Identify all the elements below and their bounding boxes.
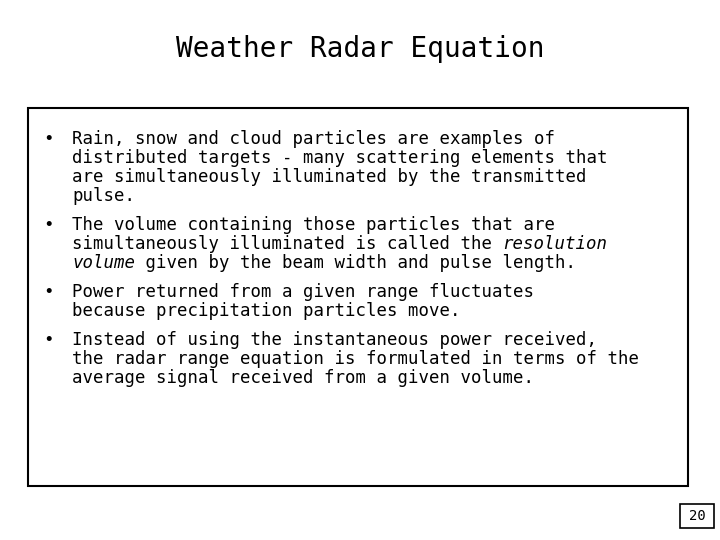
Text: Instead of using the instantaneous power received,: Instead of using the instantaneous power… (72, 331, 597, 349)
Text: given by the beam width and pulse length.: given by the beam width and pulse length… (135, 254, 576, 272)
Text: 20: 20 (688, 509, 706, 523)
Text: Rain, snow and cloud particles are examples of: Rain, snow and cloud particles are examp… (72, 130, 555, 148)
Text: distributed targets - many scattering elements that: distributed targets - many scattering el… (72, 149, 608, 167)
Text: are simultaneously illuminated by the transmitted: are simultaneously illuminated by the tr… (72, 168, 587, 186)
Text: The volume containing those particles that are: The volume containing those particles th… (72, 216, 555, 234)
Text: •: • (42, 331, 53, 349)
Text: resolution: resolution (503, 235, 608, 253)
Text: Power returned from a given range fluctuates: Power returned from a given range fluctu… (72, 283, 534, 301)
Bar (28, 108, 688, 486)
Text: •: • (42, 283, 53, 301)
Text: •: • (42, 130, 53, 148)
Text: Weather Radar Equation: Weather Radar Equation (176, 35, 544, 63)
Text: the radar range equation is formulated in terms of the: the radar range equation is formulated i… (72, 350, 639, 368)
Text: average signal received from a given volume.: average signal received from a given vol… (72, 369, 534, 387)
Text: •: • (42, 216, 53, 234)
Text: simultaneously illuminated is called the: simultaneously illuminated is called the (72, 235, 503, 253)
Bar (680, 504, 714, 528)
Text: volume: volume (72, 254, 135, 272)
Text: pulse.: pulse. (72, 187, 135, 205)
Text: because precipitation particles move.: because precipitation particles move. (72, 302, 461, 320)
